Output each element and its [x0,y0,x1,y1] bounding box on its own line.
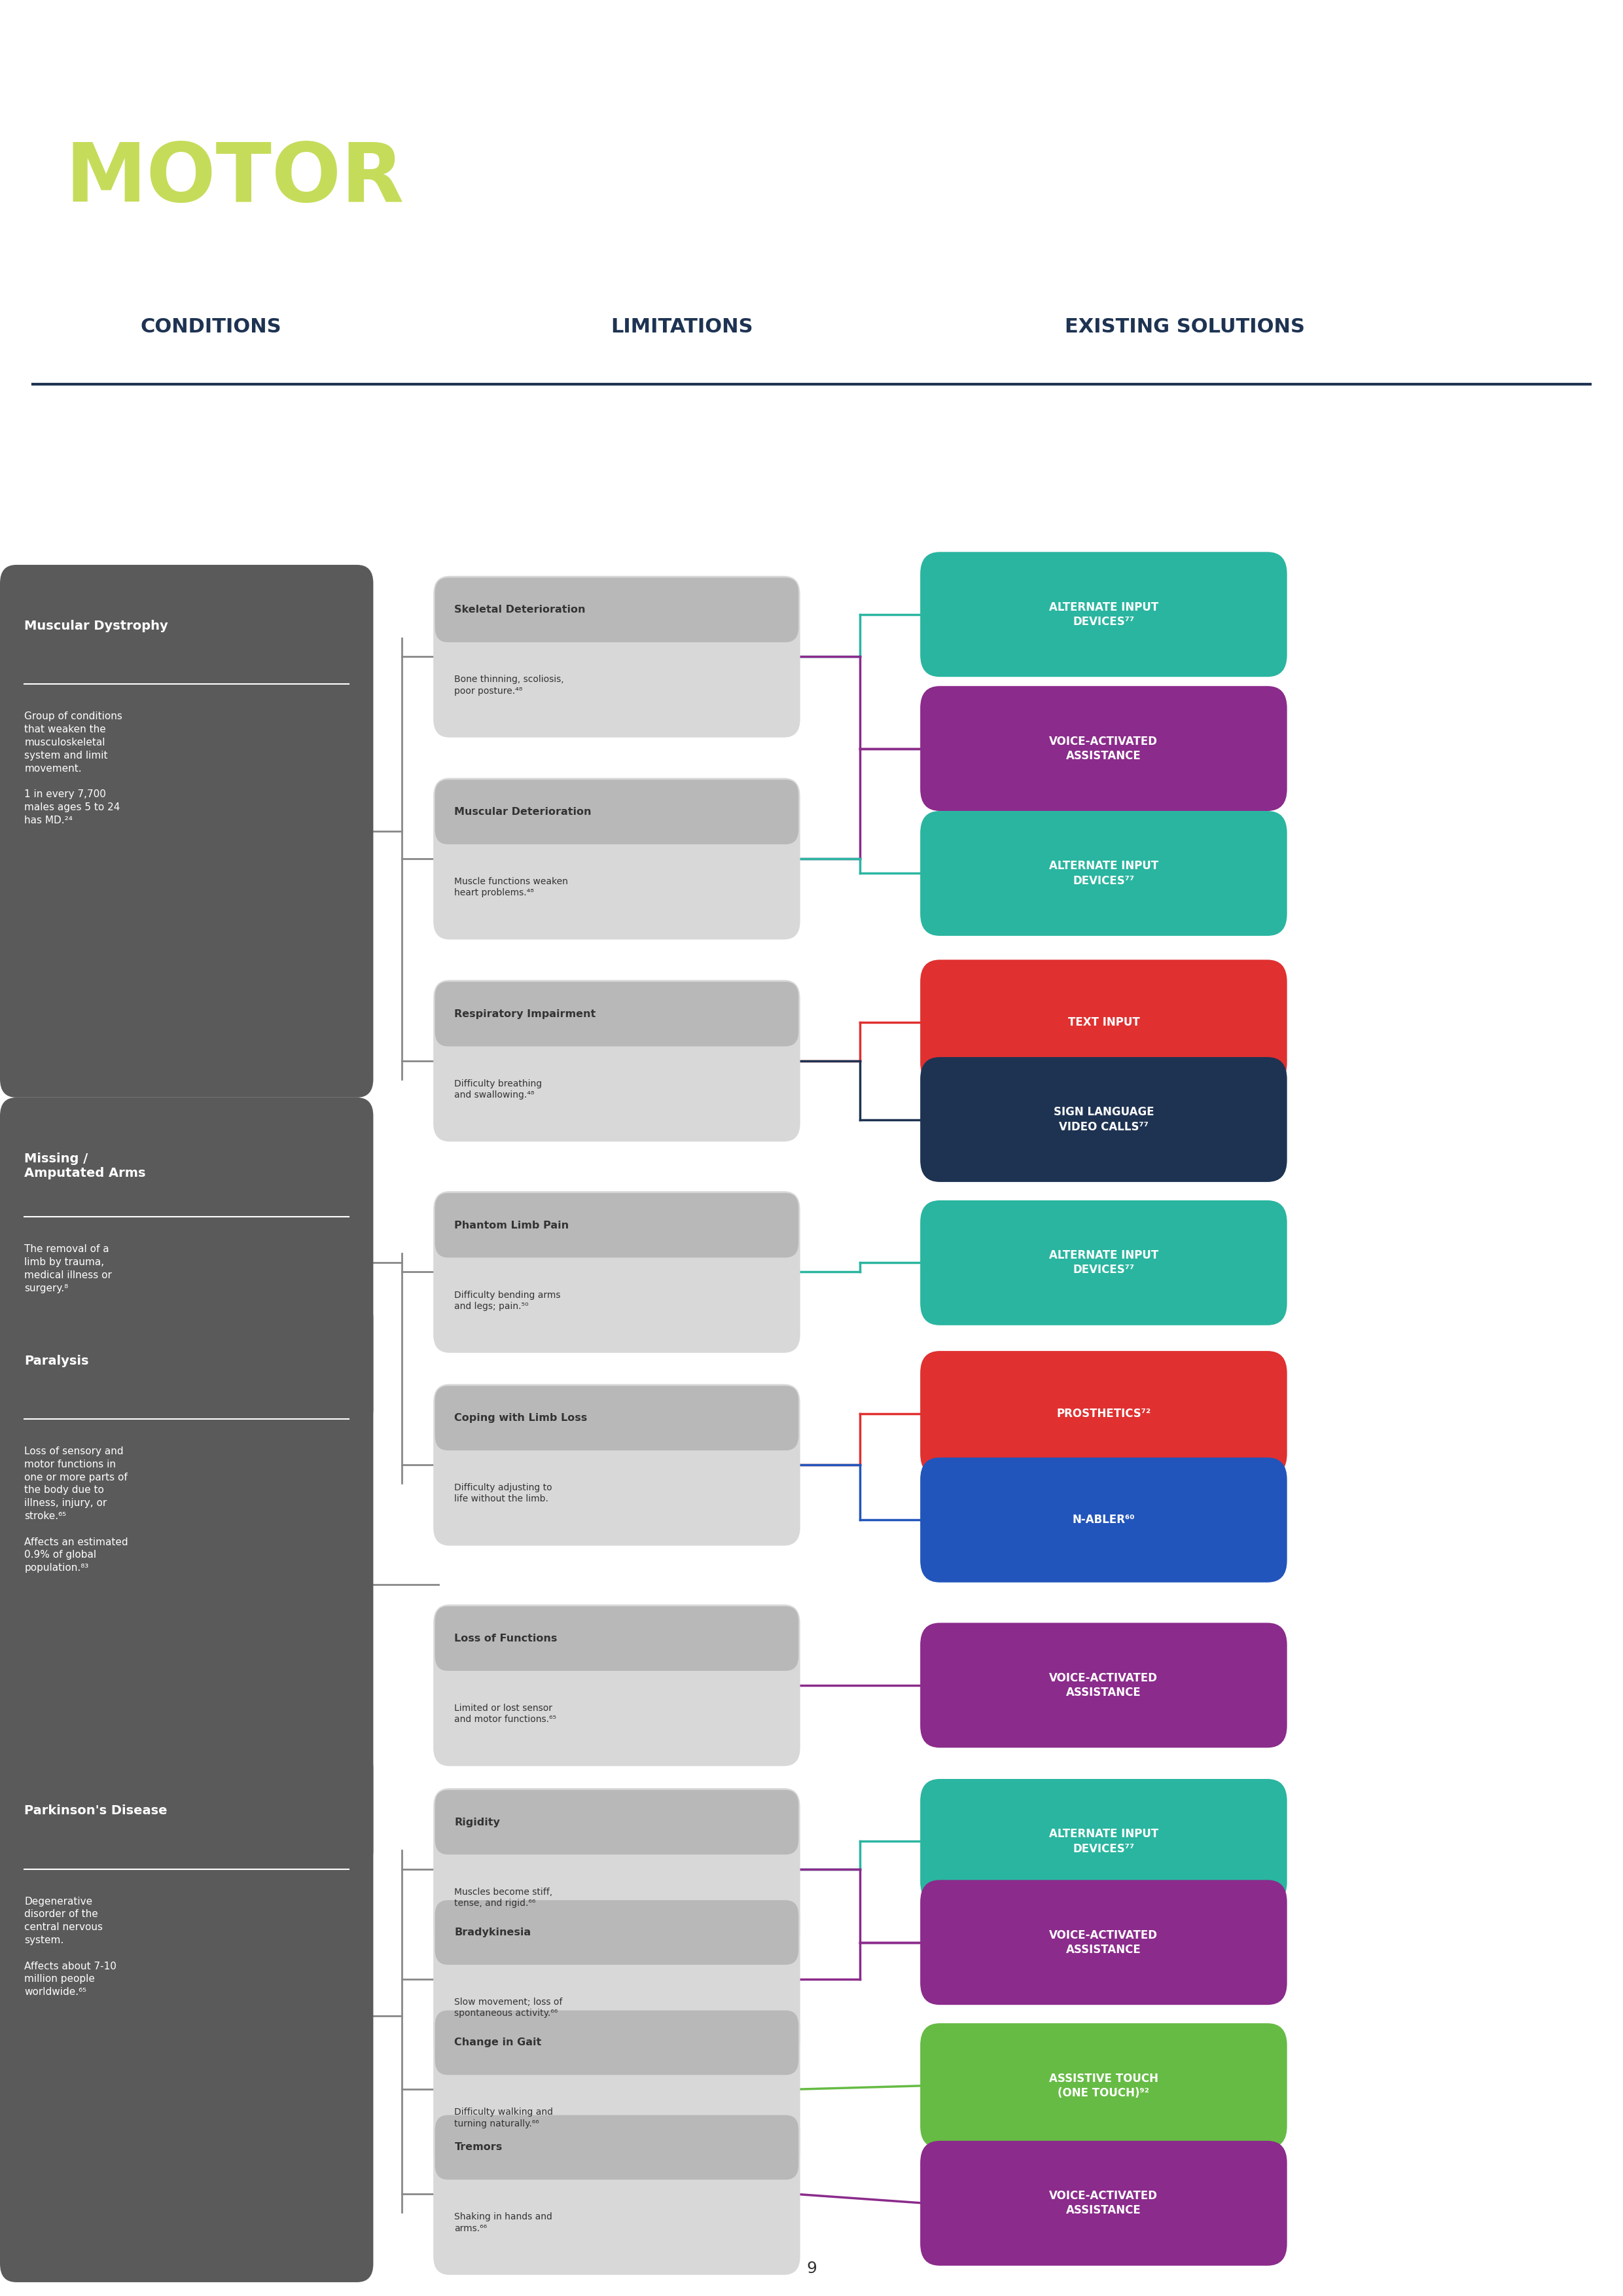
Text: Phantom Limb Pain: Phantom Limb Pain [454,1221,570,1231]
FancyBboxPatch shape [920,1056,1287,1182]
Text: ALTERNATE INPUT
DEVICES⁷⁷: ALTERNATE INPUT DEVICES⁷⁷ [1048,602,1159,627]
Text: ASSISTIVE TOUCH
(ONE TOUCH)⁹²: ASSISTIVE TOUCH (ONE TOUCH)⁹² [1048,2073,1159,2099]
FancyBboxPatch shape [435,781,799,845]
FancyBboxPatch shape [433,1192,800,1352]
FancyBboxPatch shape [433,1605,800,1766]
Text: Bradykinesia: Bradykinesia [454,1929,531,1938]
Text: LIMITATIONS: LIMITATIONS [610,317,753,338]
Text: Muscle functions weaken
heart problems.⁴⁸: Muscle functions weaken heart problems.⁴… [454,877,568,898]
Text: Coping with Limb Loss: Coping with Limb Loss [454,1414,588,1424]
Text: Loss of Functions: Loss of Functions [454,1635,557,1644]
FancyBboxPatch shape [0,1300,373,1869]
Text: Paralysis: Paralysis [24,1355,89,1366]
FancyBboxPatch shape [0,1097,373,1428]
Text: Slow movement; loss of
spontaneous activity.⁶⁶: Slow movement; loss of spontaneous activ… [454,1998,563,2018]
Text: SIGN LANGUAGE
VIDEO CALLS⁷⁷: SIGN LANGUAGE VIDEO CALLS⁷⁷ [1053,1107,1154,1132]
Text: The removal of a
limb by trauma,
medical illness or
surgery.⁸: The removal of a limb by trauma, medical… [24,1244,112,1293]
Text: PROSTHETICS⁷²: PROSTHETICS⁷² [1057,1407,1151,1419]
Text: VOICE-ACTIVATED
ASSISTANCE: VOICE-ACTIVATED ASSISTANCE [1050,1671,1157,1699]
Text: ALTERNATE INPUT
DEVICES⁷⁷: ALTERNATE INPUT DEVICES⁷⁷ [1048,861,1159,886]
FancyBboxPatch shape [920,1880,1287,2004]
Text: Difficulty walking and
turning naturally.⁶⁶: Difficulty walking and turning naturally… [454,2108,553,2128]
Text: Loss of sensory and
motor functions in
one or more parts of
the body due to
illn: Loss of sensory and motor functions in o… [24,1446,128,1573]
Text: ALTERNATE INPUT
DEVICES⁷⁷: ALTERNATE INPUT DEVICES⁷⁷ [1048,1249,1159,1277]
Text: 9: 9 [807,2262,816,2275]
Text: Rigidity: Rigidity [454,1818,500,1828]
FancyBboxPatch shape [920,687,1287,810]
Text: Group of conditions
that weaken the
musculoskeletal
system and limit
movement.

: Group of conditions that weaken the musc… [24,712,122,824]
FancyBboxPatch shape [0,565,373,1097]
FancyBboxPatch shape [433,778,800,939]
Text: Bone thinning, scoliosis,
poor posture.⁴⁸: Bone thinning, scoliosis, poor posture.⁴… [454,675,565,696]
FancyBboxPatch shape [435,2011,799,2076]
FancyBboxPatch shape [920,1350,1287,1476]
Text: N-ABLER⁶⁰: N-ABLER⁶⁰ [1073,1513,1134,1527]
FancyBboxPatch shape [433,1899,800,2060]
Text: Shaking in hands and
arms.⁶⁶: Shaking in hands and arms.⁶⁶ [454,2213,552,2234]
Text: MOTOR: MOTOR [65,140,404,218]
FancyBboxPatch shape [435,1194,799,1258]
Text: Respiratory Impairment: Respiratory Impairment [454,1010,596,1019]
Text: Difficulty breathing
and swallowing.⁴⁸: Difficulty breathing and swallowing.⁴⁸ [454,1079,542,1100]
Text: VOICE-ACTIVATED
ASSISTANCE: VOICE-ACTIVATED ASSISTANCE [1050,1929,1157,1956]
FancyBboxPatch shape [435,1791,799,1855]
FancyBboxPatch shape [433,2112,800,2275]
Text: Tremors: Tremors [454,2142,503,2151]
Text: VOICE-ACTIVATED
ASSISTANCE: VOICE-ACTIVATED ASSISTANCE [1050,2190,1157,2216]
Text: CONDITIONS: CONDITIONS [141,317,281,338]
FancyBboxPatch shape [920,1623,1287,1747]
FancyBboxPatch shape [435,983,799,1047]
FancyBboxPatch shape [920,2023,1287,2149]
Text: Muscular Dystrophy: Muscular Dystrophy [24,620,169,631]
FancyBboxPatch shape [433,2009,800,2170]
Text: Degenerative
disorder of the
central nervous
system.

Affects about 7-10
million: Degenerative disorder of the central ner… [24,1896,117,1998]
Text: Difficulty bending arms
and legs; pain.⁵⁰: Difficulty bending arms and legs; pain.⁵… [454,1290,562,1311]
FancyBboxPatch shape [920,551,1287,677]
Text: Muscular Deterioration: Muscular Deterioration [454,808,591,817]
FancyBboxPatch shape [920,960,1287,1084]
FancyBboxPatch shape [435,1901,799,1965]
FancyBboxPatch shape [435,1387,799,1451]
FancyBboxPatch shape [433,1384,800,1545]
FancyBboxPatch shape [435,2115,799,2179]
Text: Muscles become stiff,
tense, and rigid.⁶⁶: Muscles become stiff, tense, and rigid.⁶… [454,1887,553,1908]
FancyBboxPatch shape [920,810,1287,937]
FancyBboxPatch shape [435,579,799,643]
FancyBboxPatch shape [920,1201,1287,1325]
Text: Skeletal Deterioration: Skeletal Deterioration [454,606,586,615]
FancyBboxPatch shape [435,1607,799,1671]
FancyBboxPatch shape [920,1779,1287,1903]
FancyBboxPatch shape [433,576,800,737]
Text: VOICE-ACTIVATED
ASSISTANCE: VOICE-ACTIVATED ASSISTANCE [1050,735,1157,762]
FancyBboxPatch shape [920,1458,1287,1582]
Text: ALTERNATE INPUT
DEVICES⁷⁷: ALTERNATE INPUT DEVICES⁷⁷ [1048,1828,1159,1855]
Text: Parkinson's Disease: Parkinson's Disease [24,1805,167,1816]
FancyBboxPatch shape [433,980,800,1141]
Text: Missing /
Amputated Arms: Missing / Amputated Arms [24,1153,146,1180]
Text: EXISTING SOLUTIONS: EXISTING SOLUTIONS [1065,317,1305,338]
Text: Limited or lost sensor
and motor functions.⁶⁵: Limited or lost sensor and motor functio… [454,1704,557,1724]
FancyBboxPatch shape [0,1750,373,2282]
FancyBboxPatch shape [433,1789,800,1949]
Text: Change in Gait: Change in Gait [454,2039,542,2048]
Text: TEXT INPUT: TEXT INPUT [1068,1017,1139,1029]
FancyBboxPatch shape [920,2140,1287,2266]
Text: Difficulty adjusting to
life without the limb.: Difficulty adjusting to life without the… [454,1483,552,1504]
